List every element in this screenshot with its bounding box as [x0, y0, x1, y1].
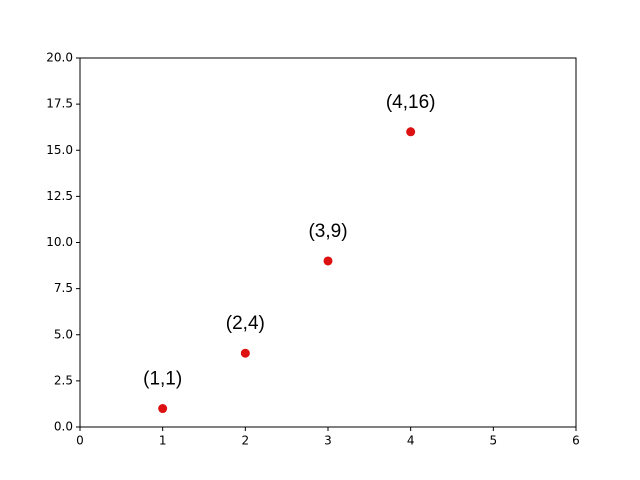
point: [158, 404, 168, 414]
y-tick-label: 2.5: [54, 373, 73, 387]
point-label: (2,4): [226, 313, 265, 334]
point: [323, 256, 333, 266]
point-label: (3,9): [308, 221, 347, 242]
x-tick-label: 3: [324, 434, 332, 448]
y-tick-label: 12.5: [46, 189, 73, 203]
y-tick-label: 7.5: [54, 281, 73, 295]
y-tick-label: 20.0: [46, 51, 73, 65]
y-tick-label: 0.0: [54, 420, 73, 434]
point: [406, 127, 416, 137]
x-tick-label: 6: [572, 434, 580, 448]
y-tick-label: 10.0: [46, 235, 73, 249]
x-tick-label: 4: [407, 434, 415, 448]
point-label: (4,16): [386, 92, 436, 113]
x-tick-label: 5: [490, 434, 498, 448]
point-label: (1,1): [143, 369, 182, 390]
y-tick-label: 17.5: [46, 97, 73, 111]
y-tick-label: 15.0: [46, 143, 73, 157]
point: [240, 348, 250, 358]
x-tick-label: 1: [159, 434, 167, 448]
x-tick-label: 2: [242, 434, 250, 448]
x-tick-label: 0: [76, 434, 84, 448]
y-tick-label: 5.0: [54, 327, 73, 341]
